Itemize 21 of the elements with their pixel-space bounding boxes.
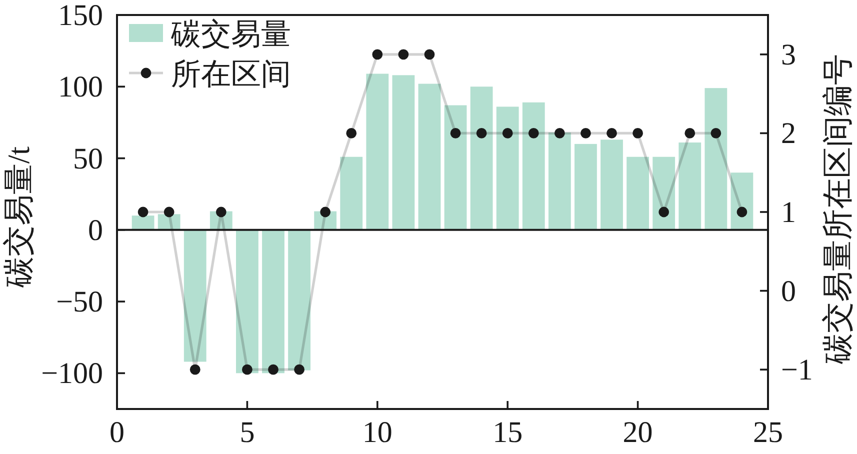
legend-label: 碳交易量	[171, 18, 291, 51]
tick-label: −100	[41, 357, 103, 390]
tick-label: 5	[240, 416, 255, 449]
tick-label: 50	[73, 142, 103, 176]
tick-label: 0	[88, 214, 103, 247]
tick-label: 0	[781, 274, 796, 308]
tick-label: 10	[362, 416, 392, 449]
tick-label: 20	[622, 416, 653, 449]
tick-label: 15	[492, 416, 523, 449]
tick-label: 150	[58, 0, 103, 32]
tick-label: 1	[781, 196, 796, 229]
tick-label: 100	[58, 70, 103, 104]
tick-label: −1	[781, 354, 813, 387]
tick-label: 25	[753, 416, 783, 449]
tick-label: 2	[781, 117, 796, 150]
tick-label: −50	[56, 286, 103, 319]
legend-label: 所在区间	[171, 58, 291, 91]
tick-label: 0	[110, 416, 124, 449]
tick-label: 3	[781, 38, 796, 72]
y-label: 碳交易量/t	[1, 146, 36, 288]
y2-label: 碳交易量所在区间编号	[820, 54, 855, 364]
